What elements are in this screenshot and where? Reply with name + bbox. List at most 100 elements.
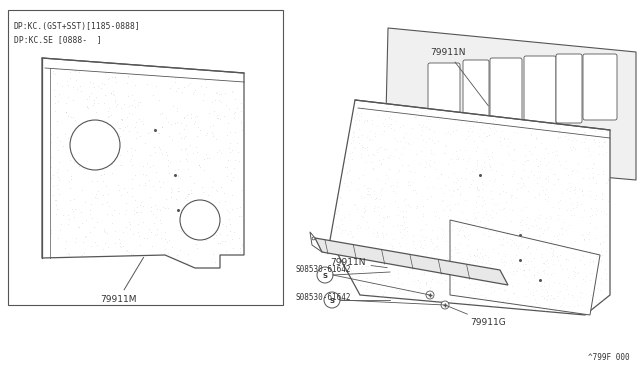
Point — [604, 282, 614, 288]
Point — [426, 238, 436, 244]
Point — [404, 110, 415, 116]
Point — [355, 224, 365, 230]
Point — [51, 198, 61, 203]
Point — [359, 254, 369, 260]
Point — [122, 247, 132, 253]
Point — [208, 133, 218, 139]
Point — [385, 152, 396, 158]
Point — [181, 122, 191, 128]
Point — [347, 270, 357, 276]
Point — [469, 270, 479, 276]
Point — [355, 112, 365, 118]
Point — [486, 120, 497, 126]
Point — [388, 126, 399, 132]
Point — [585, 220, 595, 226]
Point — [200, 198, 211, 204]
Point — [570, 146, 580, 152]
Point — [529, 272, 539, 278]
Point — [403, 162, 413, 168]
Point — [348, 137, 358, 143]
Point — [178, 217, 188, 222]
Point — [579, 207, 589, 213]
Point — [165, 158, 175, 164]
Point — [174, 218, 184, 224]
Point — [541, 145, 551, 151]
Point — [361, 159, 371, 165]
Point — [477, 122, 487, 128]
Point — [523, 243, 533, 249]
Point — [60, 244, 70, 250]
Point — [509, 290, 519, 296]
Point — [566, 201, 576, 207]
Point — [438, 207, 448, 213]
Point — [465, 231, 475, 237]
Point — [201, 237, 211, 243]
Point — [442, 255, 452, 261]
Point — [586, 292, 596, 298]
Point — [174, 130, 184, 136]
Point — [418, 211, 428, 217]
Point — [578, 276, 588, 282]
Point — [531, 246, 541, 252]
Point — [387, 223, 397, 229]
Point — [227, 206, 237, 212]
Point — [349, 130, 359, 136]
Point — [539, 267, 549, 273]
Point — [359, 194, 369, 200]
Point — [563, 274, 573, 280]
Point — [461, 121, 471, 126]
Point — [538, 187, 548, 193]
Point — [420, 164, 430, 170]
Point — [403, 140, 413, 146]
Point — [190, 87, 200, 93]
Point — [405, 182, 415, 188]
Point — [544, 283, 554, 289]
Point — [367, 230, 378, 236]
Point — [378, 156, 388, 162]
Point — [519, 281, 529, 287]
Point — [399, 227, 410, 232]
Point — [134, 133, 145, 139]
Point — [421, 124, 431, 130]
Point — [433, 138, 443, 144]
Point — [465, 170, 476, 176]
Point — [545, 213, 556, 219]
Point — [553, 217, 563, 222]
Point — [154, 111, 164, 117]
Point — [534, 161, 545, 167]
Point — [204, 155, 214, 161]
Point — [352, 110, 362, 116]
Point — [577, 290, 587, 296]
Point — [597, 192, 607, 198]
Point — [416, 110, 426, 116]
Point — [520, 158, 530, 164]
Point — [172, 252, 182, 258]
Point — [235, 245, 245, 251]
Point — [111, 145, 121, 151]
Point — [358, 205, 369, 211]
Point — [468, 252, 479, 258]
Point — [408, 187, 418, 193]
Point — [361, 286, 371, 292]
Point — [463, 228, 474, 234]
Point — [202, 201, 212, 207]
Point — [376, 192, 387, 198]
Point — [486, 206, 497, 212]
Point — [477, 259, 488, 265]
Point — [402, 228, 412, 234]
Point — [576, 124, 586, 130]
Point — [353, 134, 364, 140]
Point — [92, 138, 102, 144]
Point — [568, 275, 578, 281]
Point — [416, 132, 426, 138]
Point — [359, 250, 369, 256]
Point — [424, 126, 434, 132]
Point — [573, 127, 583, 133]
Point — [382, 105, 392, 111]
Point — [84, 79, 95, 85]
Point — [384, 114, 394, 120]
Point — [118, 230, 128, 235]
Point — [162, 152, 172, 158]
Point — [540, 270, 550, 276]
Point — [539, 276, 549, 282]
